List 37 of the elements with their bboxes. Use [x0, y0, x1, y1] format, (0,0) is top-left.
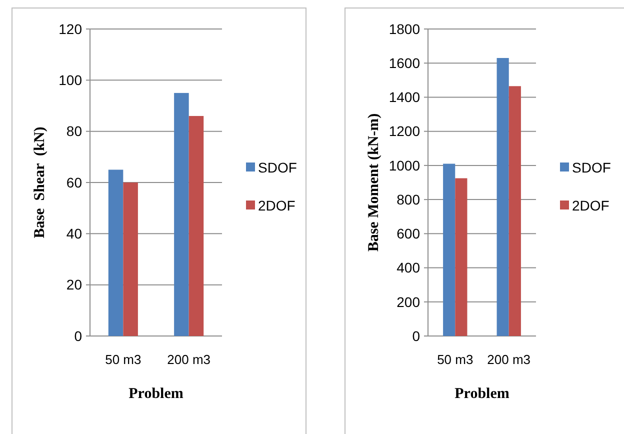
- bar: [174, 92, 189, 336]
- bar: [123, 182, 138, 336]
- bar: [443, 164, 456, 336]
- y-tick-label: 1400: [388, 89, 420, 106]
- y-tick-label: 120: [58, 20, 82, 37]
- legend-label: SDOF: [258, 159, 297, 176]
- x-tick-label: 50 m3: [437, 352, 474, 367]
- y-tick-label: 60: [66, 174, 82, 190]
- legend-label: 2DOF: [572, 197, 610, 214]
- x-tick-label: 50 m3: [105, 352, 142, 367]
- y-axis-title: Base Shear (kN): [32, 126, 48, 238]
- y-tick-label: 1600: [388, 55, 420, 72]
- y-tick-label: 1000: [388, 157, 420, 174]
- y-tick-label: 1200: [388, 123, 420, 140]
- y-tick-label: 1800: [388, 20, 420, 37]
- bar: [188, 116, 204, 336]
- x-tick-label: 200 m3: [167, 352, 211, 367]
- y-tick-label: 400: [396, 260, 420, 276]
- y-axis-title: Base Moment (kN-m): [366, 113, 382, 252]
- bar: [508, 86, 521, 336]
- y-tick-label: 0: [412, 328, 420, 344]
- y-tick-label: 40: [66, 226, 82, 242]
- x-axis-title: Problem: [454, 386, 510, 402]
- bar: [496, 58, 509, 336]
- x-axis-title: Problem: [128, 386, 184, 402]
- y-tick-label: 600: [396, 226, 420, 242]
- x-tick-label: 200 m3: [487, 352, 531, 367]
- bar: [108, 170, 124, 336]
- y-tick-label: 200: [396, 294, 420, 310]
- y-tick-label: 0: [74, 328, 82, 344]
- y-tick-label: 20: [66, 276, 82, 293]
- legend-label: 2DOF: [258, 197, 296, 214]
- y-tick-label: 80: [66, 123, 82, 140]
- legend-label: SDOF: [572, 159, 611, 176]
- y-tick-label: 100: [58, 72, 82, 88]
- y-tick-label: 800: [396, 191, 420, 208]
- bar: [455, 178, 468, 336]
